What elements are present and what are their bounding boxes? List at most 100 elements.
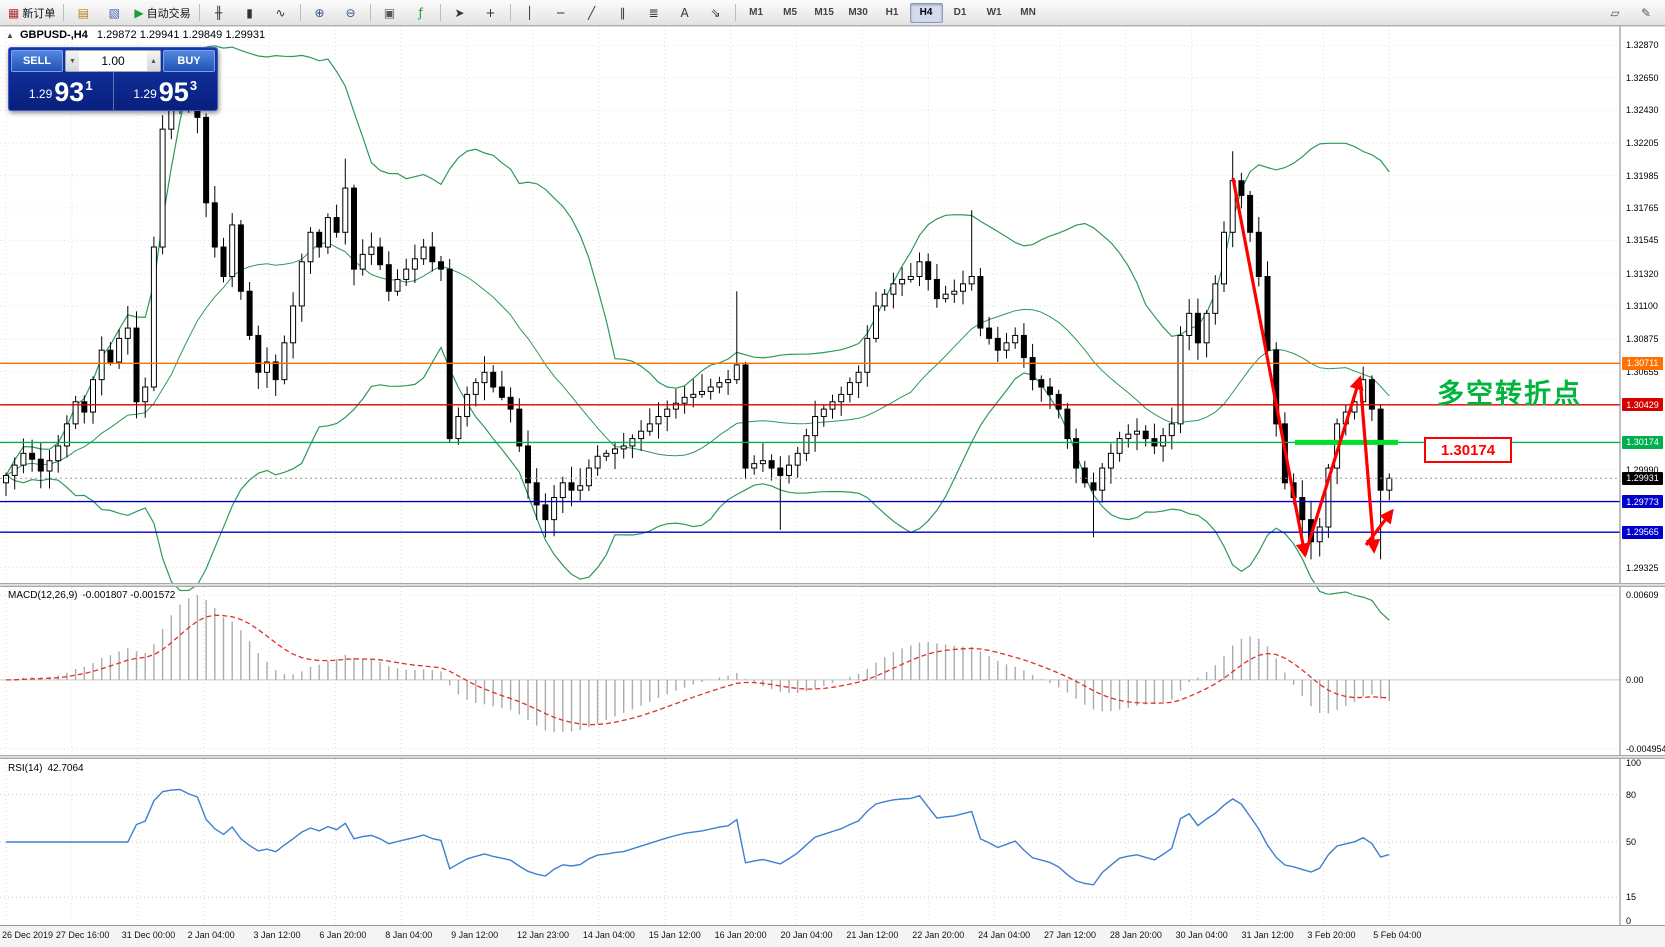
zoom-in-button[interactable]: ⊕ [305, 2, 335, 24]
volume-stepper[interactable]: ▼ 1.00 ▲ [65, 50, 161, 72]
arrow-object-button[interactable]: ⇘ [701, 2, 731, 24]
time-tick: 24 Jan 04:00 [978, 930, 1031, 940]
toolbar-left-group: ▦ 新订单 ▤ ▧ ▶ 自动交易 ╫ ▮ ∿ ⊕ ⊖ ▣ ƒ ➤ + │ ─ ╱ ∥ ≣ A ⇘ [4, 2, 739, 24]
new-order-icon: ▦ [8, 5, 20, 20]
toolbar-separator [509, 4, 511, 21]
sell-price[interactable]: 1.29 93 1 [9, 72, 113, 110]
price-badge: 1.30174 [1622, 435, 1663, 449]
price-tick: 1.29990 [1626, 464, 1659, 475]
rsi-value: 42.7064 [47, 763, 84, 774]
time-axis-strip[interactable] [0, 925, 1665, 947]
timeframe-group: M1 M5 M15 M30 H1 H4 D1 W1 MN [740, 2, 1045, 23]
timeframe-m1[interactable]: M1 [749, 7, 764, 18]
time-tick: 9 Jan 12:00 [451, 930, 499, 940]
macd-tick: -0.004954 [1626, 744, 1665, 754]
indicators-button[interactable]: ƒ [406, 2, 436, 24]
time-tick: 26 Dec 2019 [2, 930, 54, 940]
timeframe-d1[interactable]: D1 [953, 7, 967, 18]
bars-chart-button[interactable]: ╫ [204, 2, 234, 24]
macd-label: MACD(12,26,9) -0.001807 -0.001572 [8, 590, 175, 601]
time-tick: 5 Feb 04:00 [1373, 930, 1422, 940]
macd-name: MACD(12,26,9) [8, 590, 78, 601]
symbol-dropdown-icon[interactable]: ▲ [6, 31, 14, 40]
trend-arrows[interactable] [1231, 177, 1394, 558]
toolbar-right-group: ▱ ✎ [1600, 2, 1661, 24]
crosshair-icon: + [485, 5, 496, 20]
price-badge: 1.30711 [1622, 356, 1663, 370]
new-order-button[interactable]: ▦ 新订单 [4, 2, 59, 24]
volume-down-icon[interactable]: ▼ [66, 51, 79, 71]
timeframe-w1[interactable]: W1 [986, 7, 1002, 18]
macd-tick: 0.00 [1626, 674, 1644, 685]
timeframe-m30[interactable]: M30 [848, 7, 868, 18]
volume-up-icon[interactable]: ▲ [147, 51, 160, 71]
price-label-annotation[interactable]: 1.30174 [1424, 437, 1512, 463]
time-tick: 3 Jan 12:00 [253, 930, 301, 940]
toolbar-separator [299, 4, 301, 21]
timeframe-h4[interactable]: H4 [909, 2, 943, 23]
level-lines[interactable] [0, 362, 1620, 533]
rsi-tick: 15 [1626, 892, 1637, 903]
vertical-line-button[interactable]: │ [515, 2, 545, 24]
sell-button[interactable]: SELL [11, 50, 63, 72]
panel-splitter[interactable] [0, 583, 1665, 587]
toolbar-right-icon-2[interactable]: ✎ [1631, 2, 1661, 24]
toolbar-right-icon-1[interactable]: ▱ [1600, 2, 1630, 24]
trendline-button[interactable]: ╱ [577, 2, 607, 24]
buy-price-big: 95 [158, 77, 189, 107]
time-tick: 20 Jan 04:00 [780, 930, 833, 940]
time-tick: 12 Jan 23:00 [516, 930, 570, 940]
toolbar-separator [439, 4, 441, 21]
timeframe-m15[interactable]: M15 [814, 7, 834, 18]
vertical-line-icon: │ [525, 5, 534, 20]
timeframe-m5[interactable]: M5 [783, 7, 798, 18]
arrange-windows-button[interactable]: ▣ [375, 2, 405, 24]
panel-borders [0, 25, 1665, 925]
candles-chart-icon: ▮ [246, 5, 253, 20]
text-button[interactable]: A [670, 2, 700, 24]
profiles-icon: ▧ [108, 5, 121, 20]
auto-trading-button[interactable]: ▶ 自动交易 [130, 2, 194, 24]
charts-window-button[interactable]: ▤ [68, 2, 98, 24]
sell-price-big: 93 [54, 77, 85, 107]
zoom-in-icon: ⊕ [314, 5, 325, 20]
price-badge: 1.29773 [1622, 495, 1663, 508]
turning-point-annotation[interactable]: 多空转折点 [1437, 379, 1582, 409]
price-tick: 1.30655 [1626, 366, 1659, 377]
time-tick: 6 Jan 20:00 [319, 930, 367, 940]
macd-layer [0, 594, 1620, 750]
price-tick: 1.31765 [1626, 202, 1659, 213]
price-tick: 1.32650 [1626, 72, 1659, 83]
arrow-object-icon: ⇘ [710, 5, 721, 20]
buy-price-sup: 3 [189, 78, 198, 93]
buy-price[interactable]: 1.29 95 3 [112, 72, 218, 110]
zoom-out-icon: ⊖ [345, 5, 356, 20]
panel-splitter[interactable] [0, 755, 1665, 759]
fibonacci-button[interactable]: ≣ [639, 2, 669, 24]
candles-chart-button[interactable]: ▮ [235, 2, 265, 24]
auto-trading-button-label: 自动交易 [146, 7, 191, 20]
timeframe-h1[interactable]: H1 [885, 7, 899, 18]
time-tick: 15 Jan 12:00 [648, 930, 701, 940]
highlight-segment[interactable] [1295, 439, 1398, 445]
price-tick: 1.32205 [1626, 138, 1659, 149]
timeframe-mn[interactable]: MN [1020, 7, 1036, 18]
time-tick: 14 Jan 04:00 [582, 930, 635, 940]
toolbar-separator [198, 4, 200, 21]
line-chart-button[interactable]: ∿ [266, 2, 296, 24]
rsi-name: RSI(14) [8, 763, 43, 774]
ohlc-values: 1.29872 1.29941 1.29849 1.29931 [96, 29, 266, 41]
volume-value[interactable]: 1.00 [101, 54, 125, 68]
buy-button[interactable]: BUY [163, 50, 215, 72]
crosshair-button[interactable]: + [476, 2, 506, 24]
zoom-out-button[interactable]: ⊖ [336, 2, 366, 24]
cursor-button[interactable]: ➤ [445, 2, 475, 24]
one-click-trading-panel: SELL ▼ 1.00 ▲ BUY 1.29 93 1 1.29 95 3 [8, 47, 218, 111]
horizontal-line-button[interactable]: ─ [546, 2, 576, 24]
profiles-button[interactable]: ▧ [99, 2, 129, 24]
channel-button[interactable]: ∥ [608, 2, 638, 24]
price-tick: 1.31545 [1626, 235, 1659, 246]
channel-icon: ∥ [619, 5, 626, 20]
